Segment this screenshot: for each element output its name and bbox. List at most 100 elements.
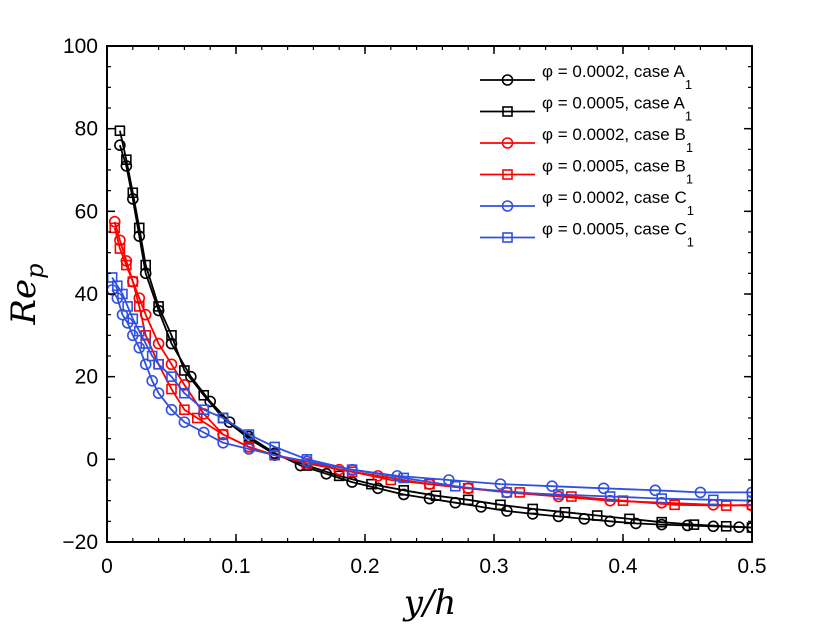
data-point xyxy=(553,489,564,500)
legend-label: φ = 0.0005, case A1 xyxy=(542,94,692,124)
legend-marker xyxy=(502,169,513,180)
data-point xyxy=(649,484,662,497)
data-point xyxy=(243,429,255,440)
data-point xyxy=(494,478,507,490)
data-point xyxy=(114,243,126,254)
series-line xyxy=(111,277,752,502)
legend-label: φ = 0.0002, case A1 xyxy=(542,62,692,92)
legend-marker xyxy=(501,137,514,149)
legend-label: φ = 0.0002, case C1 xyxy=(542,188,694,218)
series-3 xyxy=(108,215,752,512)
legend-label: φ = 0.0005, case B1 xyxy=(542,157,693,187)
data-point xyxy=(139,267,152,280)
data-point xyxy=(217,412,229,424)
data-point xyxy=(179,387,190,399)
x-tick-label: 0.1 xyxy=(221,555,250,578)
data-point xyxy=(198,389,210,401)
data-point xyxy=(656,493,668,504)
data-point xyxy=(495,499,506,511)
series-line xyxy=(119,130,752,529)
legend-item: φ = 0.0005, case C1 xyxy=(480,220,694,250)
data-point xyxy=(153,358,164,370)
data-point xyxy=(688,519,700,530)
x-tick-label: 0.5 xyxy=(737,555,766,578)
legend-marker xyxy=(501,74,514,86)
data-point xyxy=(121,259,132,271)
data-point xyxy=(166,383,177,395)
y-axis-label: Rep xyxy=(4,263,49,325)
data-point xyxy=(656,516,668,528)
data-point xyxy=(591,510,603,521)
data-point xyxy=(192,412,203,424)
legend-marker xyxy=(502,232,513,243)
data-point xyxy=(127,187,139,199)
data-point xyxy=(546,480,558,493)
data-point xyxy=(423,492,436,505)
y-tick-label: 0 xyxy=(86,448,98,471)
data-point xyxy=(398,485,410,496)
data-point xyxy=(114,139,126,151)
data-point xyxy=(178,379,191,391)
legend-label: φ = 0.0002, case B1 xyxy=(542,125,693,155)
data-point xyxy=(152,337,165,350)
data-point xyxy=(117,288,128,300)
data-point xyxy=(720,500,732,511)
series-4 xyxy=(109,222,752,511)
data-point xyxy=(604,491,616,502)
data-point xyxy=(152,387,165,400)
data-point xyxy=(746,486,752,499)
y-tick-label: 60 xyxy=(75,200,98,223)
data-point xyxy=(109,222,121,234)
series-line xyxy=(113,221,752,507)
data-point xyxy=(566,491,577,502)
legend-marker xyxy=(502,106,513,117)
legend-item: φ = 0.0002, case B1 xyxy=(480,125,693,155)
series-5 xyxy=(106,284,752,499)
data-point xyxy=(462,494,474,506)
data-point xyxy=(559,506,571,518)
data-point xyxy=(146,350,158,362)
plot-frame xyxy=(106,45,753,543)
series-line xyxy=(111,289,752,494)
data-point xyxy=(746,495,752,506)
x-axis-label: y/h xyxy=(402,583,457,623)
data-point xyxy=(217,436,229,449)
data-point xyxy=(430,490,442,502)
data-point xyxy=(243,443,255,455)
legend-item: φ = 0.0002, case C1 xyxy=(480,188,694,218)
data-point xyxy=(127,276,139,287)
data-point xyxy=(624,513,635,525)
data-point xyxy=(121,154,132,165)
series-line xyxy=(113,227,752,507)
legend: φ = 0.0002, case A1φ = 0.0005, case A1φ … xyxy=(480,62,694,250)
data-point xyxy=(127,313,139,325)
data-point xyxy=(217,429,229,440)
data-point xyxy=(501,487,513,498)
data-point xyxy=(449,480,461,492)
data-point xyxy=(197,426,210,439)
y-tick-label: 80 xyxy=(75,118,98,141)
y-tick-label: −20 xyxy=(62,531,98,554)
data-point xyxy=(694,486,707,499)
x-tick-label: 0.3 xyxy=(479,555,508,578)
data-point xyxy=(527,503,539,515)
data-point xyxy=(366,478,377,490)
series-6 xyxy=(106,272,752,506)
legend-item: φ = 0.0002, case A1 xyxy=(480,62,692,92)
data-point xyxy=(108,215,121,228)
series-layer xyxy=(106,125,752,534)
data-point xyxy=(746,522,752,533)
data-point xyxy=(153,301,164,312)
data-point xyxy=(669,499,680,511)
data-point xyxy=(165,337,178,350)
data-point xyxy=(333,470,345,482)
data-point xyxy=(707,494,719,506)
data-point xyxy=(140,338,151,349)
data-point xyxy=(346,476,358,488)
data-point xyxy=(424,478,435,490)
data-point xyxy=(720,520,732,532)
x-tick-label: 0.4 xyxy=(608,555,638,578)
data-point xyxy=(122,301,133,312)
